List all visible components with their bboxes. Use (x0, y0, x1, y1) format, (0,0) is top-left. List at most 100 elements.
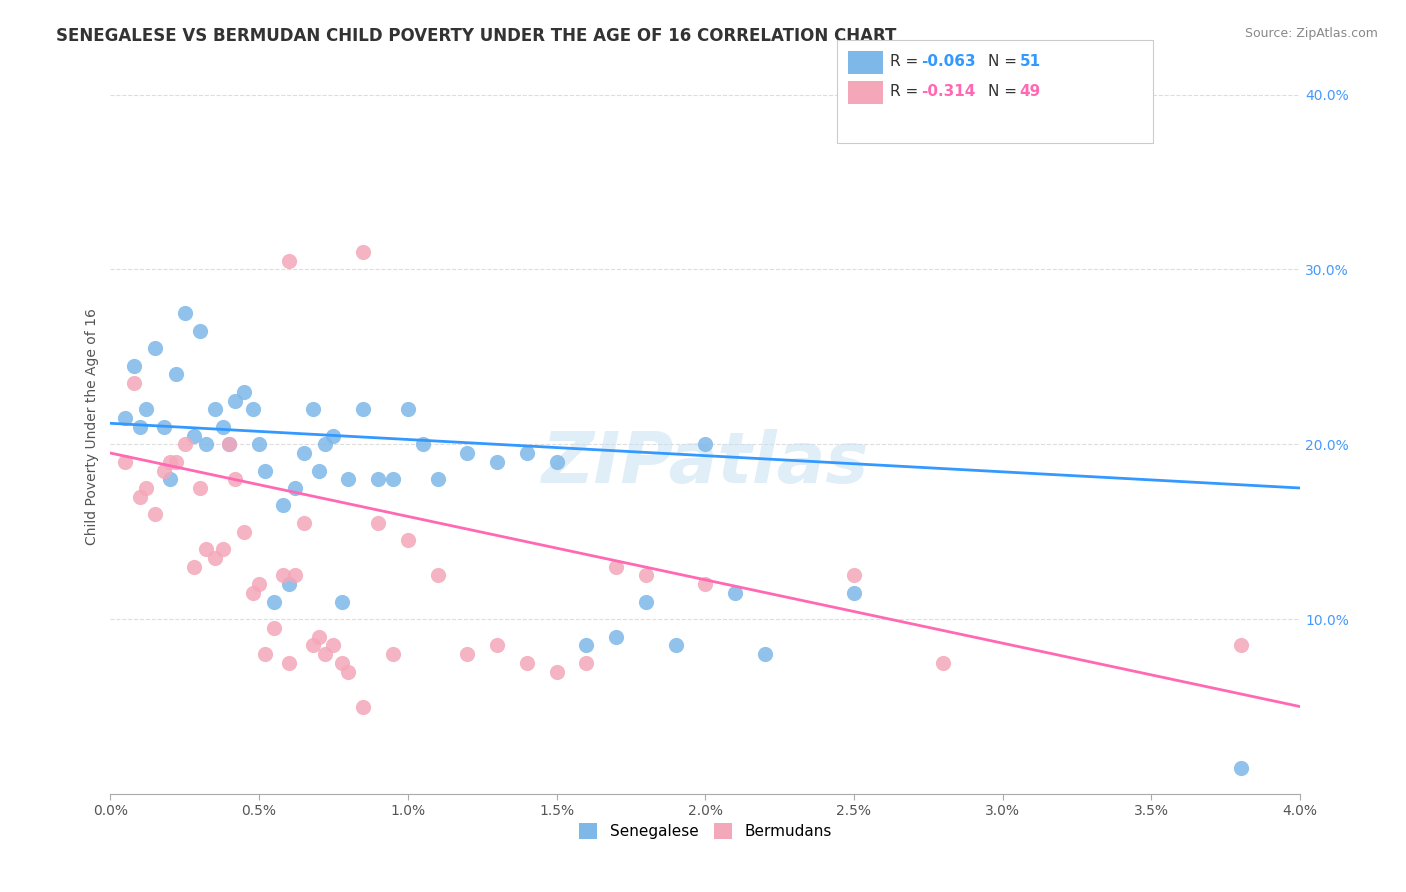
Point (456, 446, 478, 460)
Point (308, 463, 330, 477)
Point (367, 516, 389, 530)
Point (1229, 639, 1251, 653)
Point (143, 507, 166, 521)
Point (129, 419, 152, 434)
Point (143, 341, 166, 355)
Point (271, 499, 294, 513)
Point (337, 472, 360, 486)
Point (426, 568, 449, 582)
Point (224, 472, 246, 486)
Point (159, 472, 181, 486)
Point (173, 306, 195, 320)
Point (575, 639, 598, 653)
Point (194, 437, 217, 451)
Point (173, 437, 195, 451)
Point (254, 463, 277, 477)
Point (337, 665, 360, 679)
Point (516, 446, 538, 460)
Point (754, 647, 776, 661)
Point (188, 324, 211, 338)
Point (135, 402, 157, 417)
Point (308, 630, 330, 644)
Text: ZIPatlas: ZIPatlas (541, 429, 869, 498)
Point (247, 437, 270, 451)
Text: N =: N = (988, 54, 1022, 69)
Point (165, 368, 187, 382)
Point (284, 568, 307, 582)
Point (842, 568, 865, 582)
Point (188, 481, 211, 495)
Text: R =: R = (890, 54, 924, 69)
Point (332, 656, 354, 670)
Point (218, 437, 240, 451)
Point (486, 639, 509, 653)
Point (122, 376, 145, 390)
Point (396, 402, 419, 417)
Point (114, 411, 136, 425)
Point (254, 647, 277, 661)
Text: SENEGALESE VS BERMUDAN CHILD POVERTY UNDER THE AGE OF 16 CORRELATION CHART: SENEGALESE VS BERMUDAN CHILD POVERTY UND… (56, 27, 897, 45)
Point (332, 595, 354, 609)
Point (367, 472, 389, 486)
Point (218, 437, 240, 451)
Point (695, 437, 717, 451)
Point (724, 586, 747, 600)
Point (301, 639, 323, 653)
Legend: Senegalese, Bermudans: Senegalese, Bermudans (572, 817, 838, 845)
Point (224, 393, 246, 408)
Point (456, 647, 478, 661)
Point (352, 244, 374, 259)
Point (314, 437, 336, 451)
Point (204, 551, 226, 566)
Text: N =: N = (988, 85, 1022, 99)
Point (153, 463, 176, 477)
Point (271, 568, 294, 582)
Point (242, 402, 264, 417)
Point (842, 586, 865, 600)
Point (263, 35, 285, 49)
Point (322, 639, 344, 653)
Point (486, 455, 509, 469)
Point (242, 586, 264, 600)
Point (292, 516, 315, 530)
Point (183, 428, 205, 442)
Point (247, 577, 270, 591)
Point (159, 455, 181, 469)
Point (664, 639, 686, 653)
Point (546, 455, 568, 469)
Point (396, 533, 419, 548)
Point (263, 621, 285, 635)
Point (352, 402, 374, 417)
Point (695, 577, 717, 591)
Point (932, 656, 955, 670)
Point (301, 402, 323, 417)
Point (381, 472, 404, 486)
Point (284, 481, 307, 495)
Point (277, 656, 299, 670)
Point (114, 455, 136, 469)
Text: R =: R = (890, 85, 924, 99)
Point (575, 656, 598, 670)
Point (165, 455, 187, 469)
Text: -0.314: -0.314 (921, 85, 976, 99)
Point (212, 419, 235, 434)
Point (634, 595, 657, 609)
Text: Source: ZipAtlas.com: Source: ZipAtlas.com (1244, 27, 1378, 40)
Point (516, 656, 538, 670)
Point (233, 524, 256, 539)
Point (233, 384, 256, 399)
Point (129, 490, 152, 504)
Point (322, 428, 344, 442)
Text: 51: 51 (1019, 54, 1040, 69)
Point (277, 253, 299, 268)
Point (634, 568, 657, 582)
Point (122, 359, 145, 373)
Point (412, 437, 434, 451)
Point (605, 559, 627, 574)
Point (352, 699, 374, 714)
Y-axis label: Child Poverty Under the Age of 16: Child Poverty Under the Age of 16 (86, 309, 100, 545)
Point (204, 402, 226, 417)
Point (212, 542, 235, 557)
Point (605, 630, 627, 644)
Point (546, 665, 568, 679)
